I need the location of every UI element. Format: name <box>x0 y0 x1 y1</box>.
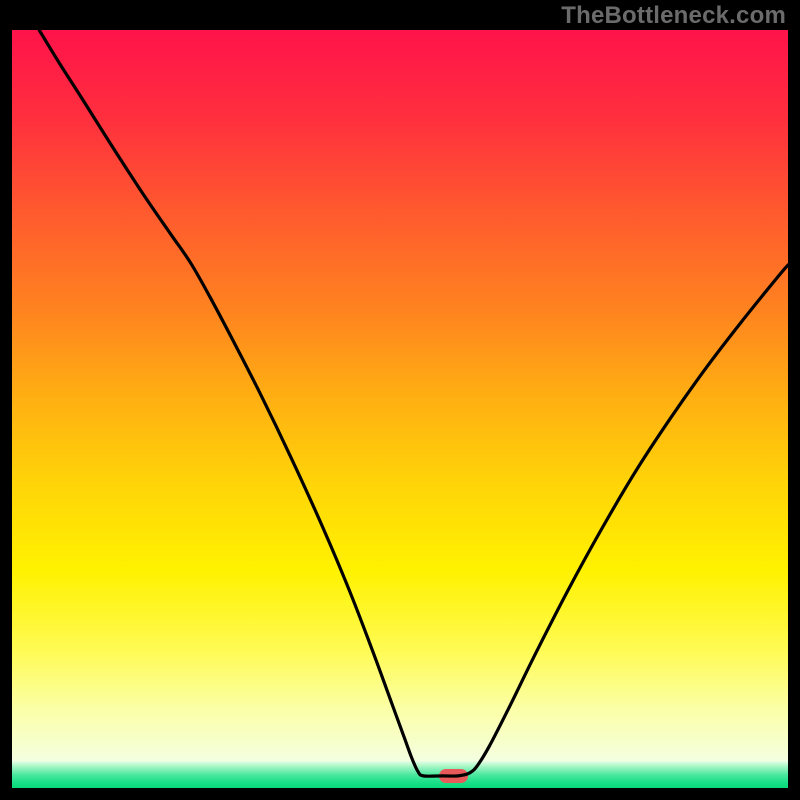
bottleneck-curve <box>12 30 788 788</box>
plot-area <box>12 30 788 788</box>
curve-path <box>39 30 788 776</box>
watermark-text: TheBottleneck.com <box>561 2 786 30</box>
